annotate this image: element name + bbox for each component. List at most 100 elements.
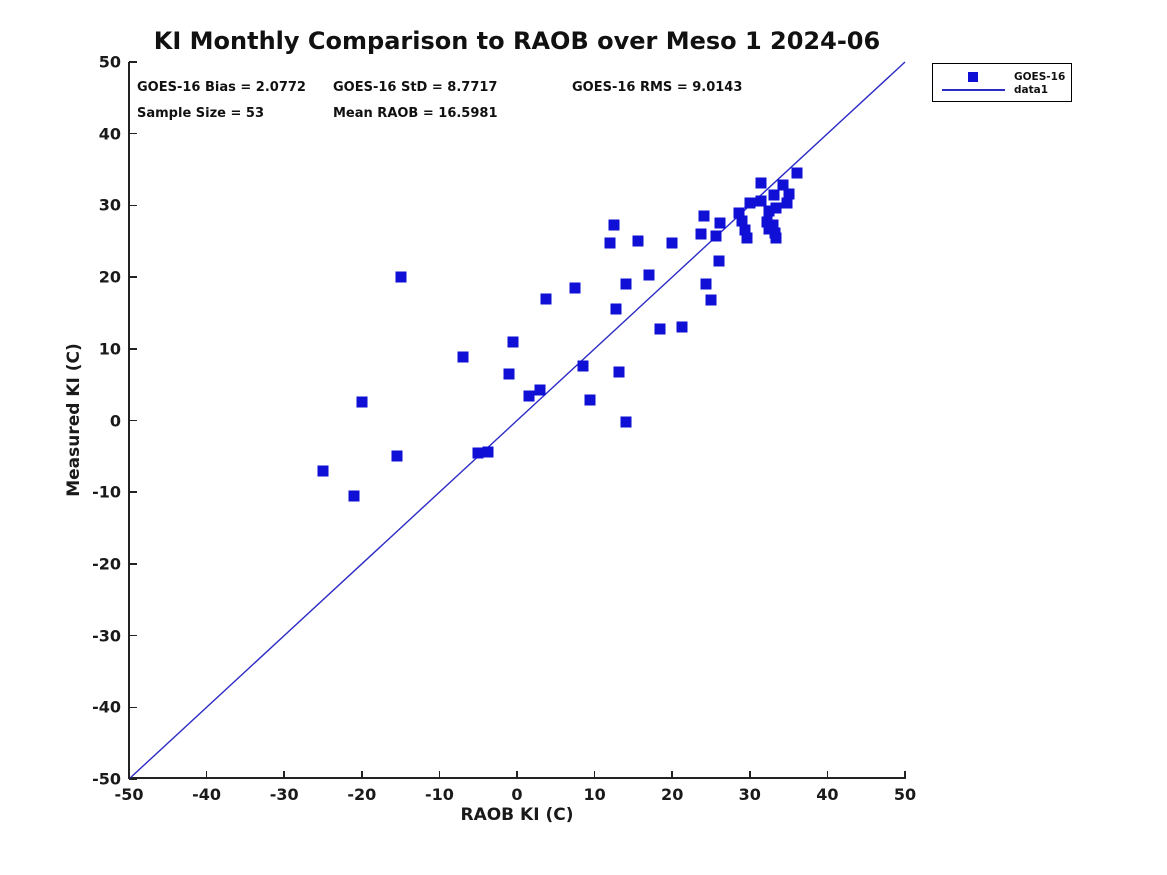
- scatter-point: [610, 303, 622, 315]
- x-tick: [826, 771, 829, 779]
- scatter-point: [523, 390, 535, 402]
- scatter-point: [391, 450, 403, 462]
- y-tick-label: -40: [92, 697, 121, 717]
- scatter-point: [768, 189, 780, 201]
- x-tick-label: -50: [114, 785, 144, 804]
- scatter-point: [770, 202, 782, 214]
- legend-goes16-marker-icon: [968, 72, 978, 82]
- y-tick: [129, 61, 137, 63]
- x-tick: [128, 771, 130, 779]
- scatter-point: [620, 278, 632, 290]
- scatter-point: [783, 188, 795, 200]
- scatter-point: [700, 278, 712, 290]
- identity-line: [128, 61, 906, 780]
- scatter-point: [714, 217, 726, 229]
- scatter-point: [348, 490, 360, 502]
- y-tick: [129, 132, 137, 135]
- legend: GOES-16 data1: [932, 63, 1072, 102]
- scatter-point: [666, 237, 678, 249]
- scatter-point: [736, 215, 748, 227]
- x-tick-label: -40: [192, 785, 222, 804]
- scatter-point: [472, 447, 484, 459]
- x-tick-label: 30: [738, 785, 761, 804]
- stat-rms: GOES-16 RMS = 9.0143: [572, 80, 743, 95]
- scatter-point: [676, 321, 687, 333]
- x-tick-label: 40: [816, 785, 839, 804]
- y-tick-label: 40: [98, 124, 121, 144]
- y-tick-label: 0: [109, 411, 121, 430]
- scatter-point: [777, 179, 789, 191]
- scatter-point: [482, 446, 493, 458]
- scatter-point: [643, 269, 655, 281]
- chart-title: KI Monthly Comparison to RAOB over Meso …: [153, 27, 881, 55]
- y-tick: [129, 563, 137, 565]
- x-tick-label: 10: [583, 785, 606, 804]
- stat-mean-raob: Mean RAOB = 16.5981: [333, 106, 498, 121]
- scatter-point: [781, 197, 793, 209]
- x-tick: [438, 771, 441, 779]
- scatter-point: [755, 195, 767, 207]
- scatter-point: [356, 396, 368, 408]
- scatter-point: [763, 205, 775, 217]
- y-tick-label: 20: [98, 267, 121, 287]
- y-tick: [129, 778, 137, 780]
- legend-data1-line-icon: [942, 89, 1005, 91]
- y-tick-label: -50: [92, 769, 121, 789]
- y-axis-spine: [128, 62, 130, 779]
- x-tick: [361, 771, 363, 779]
- y-tick: [129, 276, 137, 278]
- scatter-point: [395, 271, 407, 283]
- scatter-point: [534, 384, 546, 396]
- scatter-point: [654, 323, 666, 335]
- scatter-point: [791, 167, 803, 179]
- x-tick: [516, 771, 518, 779]
- y-tick-label: 30: [98, 195, 121, 215]
- scatter-point: [705, 294, 717, 306]
- scatter-point: [739, 224, 751, 236]
- x-tick: [904, 771, 906, 779]
- y-tick-label: -20: [92, 554, 121, 574]
- scatter-point: [761, 216, 773, 228]
- x-tick: [749, 771, 751, 779]
- x-tick: [205, 771, 208, 779]
- stat-std: GOES-16 StD = 8.7717: [333, 80, 498, 95]
- scatter-point: [744, 197, 756, 209]
- scatter-point: [620, 416, 632, 428]
- legend-data1-label: data1: [1014, 84, 1049, 96]
- x-tick-label: 0: [511, 785, 523, 804]
- x-tick: [593, 771, 596, 779]
- x-tick: [283, 771, 285, 779]
- scatter-point: [770, 232, 782, 244]
- scatter-point: [698, 210, 710, 222]
- scatter-point: [695, 228, 707, 240]
- y-axis-label: Measured KI (C): [64, 343, 84, 497]
- x-tick: [671, 771, 673, 779]
- scatter-point: [733, 207, 745, 219]
- scatter-point: [710, 230, 722, 241]
- scatter-point: [577, 360, 589, 372]
- scatter-point: [741, 232, 753, 244]
- y-tick-label: -30: [92, 626, 121, 646]
- y-tick: [129, 419, 137, 422]
- x-axis-label: RAOB KI (C): [460, 805, 574, 825]
- scatter-point: [584, 394, 596, 406]
- y-tick: [129, 348, 137, 350]
- x-tick-label: -30: [269, 785, 299, 804]
- scatter-point: [613, 366, 625, 378]
- scatter-point: [457, 351, 469, 363]
- scatter-point: [503, 368, 515, 380]
- scatter-point: [608, 219, 620, 231]
- scatter-point: [317, 465, 329, 477]
- scatter-point: [632, 235, 644, 247]
- y-tick: [129, 491, 137, 493]
- x-tick-label: 20: [661, 785, 684, 804]
- x-tick-label: -20: [347, 785, 377, 804]
- scatter-point: [507, 336, 519, 348]
- scatter-point: [569, 282, 581, 294]
- scatter-point: [755, 177, 767, 189]
- y-tick: [129, 204, 137, 207]
- x-tick-label: 50: [893, 785, 917, 804]
